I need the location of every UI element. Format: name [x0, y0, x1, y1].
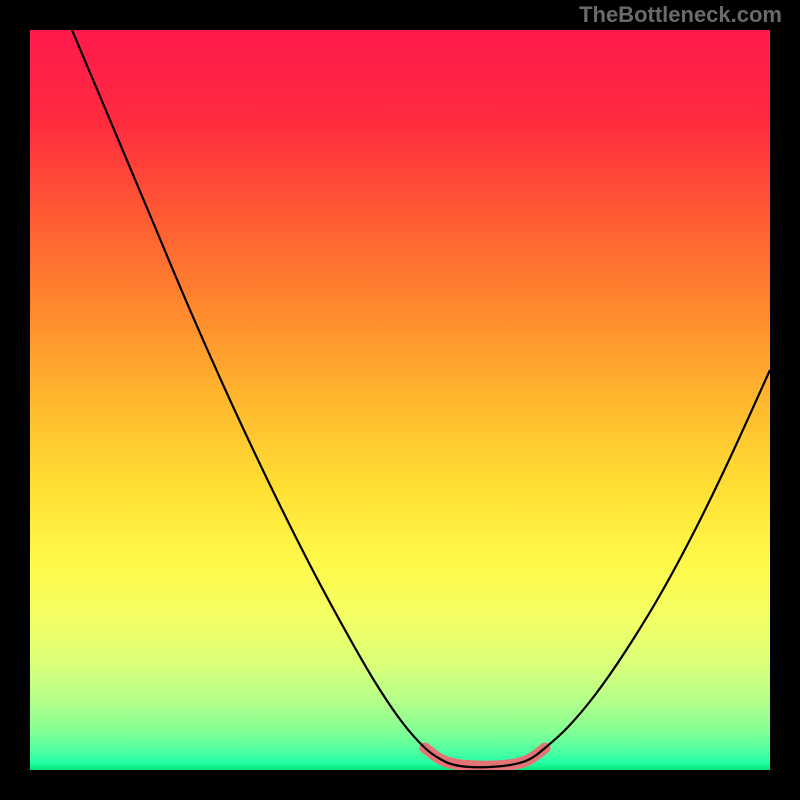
chart-plot-area [30, 30, 770, 770]
watermark-text: TheBottleneck.com [579, 2, 782, 28]
gradient-background [30, 30, 770, 770]
chart-svg [30, 30, 770, 770]
